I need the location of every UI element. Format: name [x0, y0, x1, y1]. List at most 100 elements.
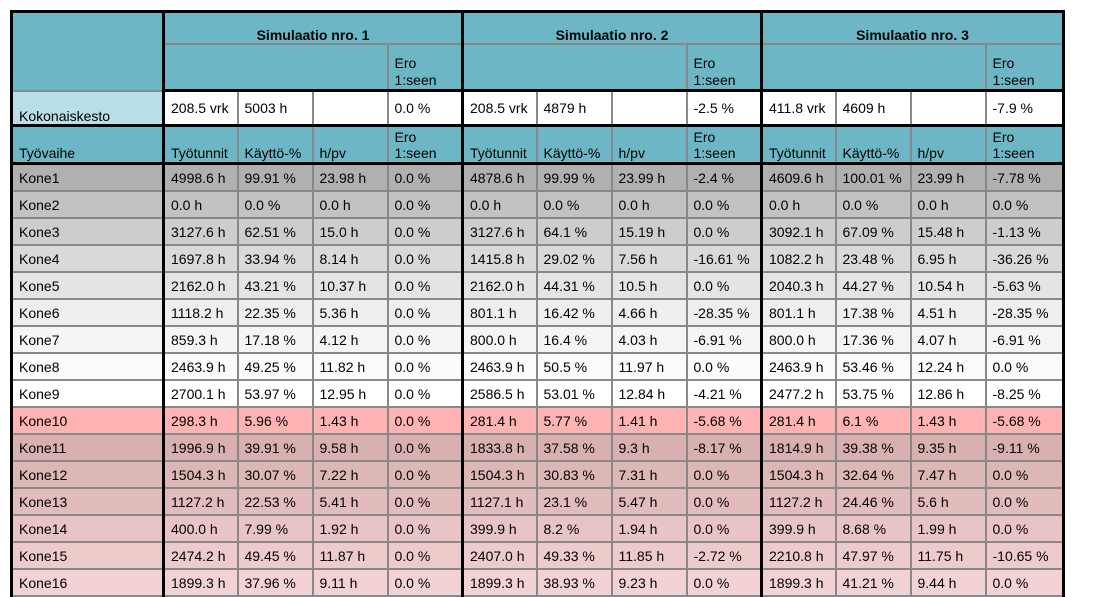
row-cell: 1814.9 h	[760, 433, 837, 462]
corner-cell	[10, 10, 165, 92]
row-cell: 39.38 %	[834, 433, 912, 462]
row-cell: -7.78 %	[984, 162, 1065, 192]
row-cell: 10.37 h	[311, 271, 389, 300]
total-value	[311, 89, 389, 127]
row-cell: 1899.3 h	[461, 568, 538, 597]
row-cell: 24.46 %	[834, 487, 912, 516]
row-cell: 53.46 %	[834, 352, 912, 381]
header-spacer	[162, 43, 389, 92]
row-cell: 62.51 %	[236, 217, 314, 246]
row-cell: 8.68 %	[834, 514, 912, 543]
ero-header: Ero 1:seen	[386, 43, 464, 92]
row-cell: 4.07 h	[909, 325, 987, 354]
row-cell: 0.0 %	[386, 162, 464, 192]
column-header: Käyttö-%	[834, 124, 912, 165]
row-cell: 1118.2 h	[162, 298, 239, 327]
row-cell: -16.61 %	[685, 244, 763, 273]
row-cell: 12.24 h	[909, 352, 987, 381]
table-row: Kone10 298.3 h 5.96 % 1.43 h 0.0 % 281.4 h 5.7…	[10, 406, 1065, 435]
row-cell: 0.0 %	[386, 379, 464, 408]
row-cell: 22.35 %	[236, 298, 314, 327]
row-cell: -28.35 %	[984, 298, 1065, 327]
row-label: Kone16	[10, 568, 165, 597]
row-cell: 16.4 %	[535, 325, 613, 354]
row-cell: 399.9 h	[461, 514, 538, 543]
row-cell: 5.41 h	[311, 487, 389, 516]
header-spacer	[760, 43, 987, 92]
row-cell: 5.36 h	[311, 298, 389, 327]
row-cell: 281.4 h	[760, 406, 837, 435]
column-header: Työtunnit	[760, 124, 837, 165]
row-cell: 801.1 h	[760, 298, 837, 327]
row-cell: 281.4 h	[461, 406, 538, 435]
row-cell: 50.5 %	[535, 352, 613, 381]
row-cell: 10.54 h	[909, 271, 987, 300]
row-cell: 2162.0 h	[461, 271, 538, 300]
row-cell: 11.87 h	[311, 541, 389, 570]
row-cell: 400.0 h	[162, 514, 239, 543]
total-value: 5003 h	[236, 89, 314, 127]
table-row: Kone14 400.0 h 7.99 % 1.92 h 0.0 % 399.9 h 8.2…	[10, 514, 1065, 543]
row-cell: 7.31 h	[610, 460, 688, 489]
row-cell: 2463.9 h	[760, 352, 837, 381]
row-cell: 0.0 %	[386, 352, 464, 381]
row-cell: 11.75 h	[909, 541, 987, 570]
row-cell: 0.0 %	[386, 568, 464, 597]
row-cell: 4998.6 h	[162, 162, 239, 192]
row-label: Kone10	[10, 406, 165, 435]
header-ero-row: Ero 1:seen Ero 1:seen Ero 1:seen	[12, 43, 1065, 92]
row-cell: 4609.6 h	[760, 162, 837, 192]
row-cell: 7.99 %	[236, 514, 314, 543]
row-cell: 23.99 h	[610, 162, 688, 192]
row-cell: 5.6 h	[909, 487, 987, 516]
simulation-title: Simulaatio nro. 1	[162, 10, 464, 45]
row-cell: 17.38 %	[834, 298, 912, 327]
simulation-comparison-table: Simulaatio nro. 1 Simulaatio nro. 2 Simula…	[10, 10, 1065, 597]
row-cell: 32.64 %	[834, 460, 912, 489]
row-label: Kone5	[10, 271, 165, 300]
row-cell: -9.11 %	[984, 433, 1065, 462]
row-cell: 5.47 h	[610, 487, 688, 516]
row-cell: 37.58 %	[535, 433, 613, 462]
table-row: Kone8 2463.9 h 49.25 % 11.82 h 0.0 % 2463.9 h…	[10, 352, 1065, 381]
row-cell: 99.91 %	[236, 162, 314, 192]
row-cell: 1.41 h	[610, 406, 688, 435]
row-cell: 7.56 h	[610, 244, 688, 273]
row-cell: 0.0 %	[685, 271, 763, 300]
row-cell: 3127.6 h	[162, 217, 239, 246]
row-cell: 0.0 %	[386, 190, 464, 219]
row-cell: 7.22 h	[311, 460, 389, 489]
row-cell: 1996.9 h	[162, 433, 239, 462]
column-header: Ero 1:seen	[984, 124, 1065, 165]
table-row: Kone5 2162.0 h 43.21 % 10.37 h 0.0 % 2162.0 h…	[10, 271, 1065, 300]
table-row: Kone9 2700.1 h 53.97 % 12.95 h 0.0 % 2586.5 h…	[10, 379, 1065, 408]
total-value: 4879 h	[535, 89, 613, 127]
row-cell: 5.77 %	[535, 406, 613, 435]
row-label: Kone2	[10, 190, 165, 219]
row-cell: 1082.2 h	[760, 244, 837, 273]
table-row: Kone13 1127.2 h 22.53 % 5.41 h 0.0 % 1127.1 h…	[10, 487, 1065, 516]
row-cell: 0.0 %	[685, 460, 763, 489]
column-header: Käyttö-%	[236, 124, 314, 165]
table-row: Kone7 859.3 h 17.18 % 4.12 h 0.0 % 800.0 h 16.…	[10, 325, 1065, 354]
row-cell: 1833.8 h	[461, 433, 538, 462]
row-cell: 1.43 h	[909, 406, 987, 435]
total-value	[909, 89, 987, 127]
row-cell: 0.0 %	[984, 352, 1065, 381]
row-cell: 801.1 h	[461, 298, 538, 327]
column-header: Käyttö-%	[535, 124, 613, 165]
row-cell: 1415.8 h	[461, 244, 538, 273]
column-header: Ero 1:seen	[386, 124, 464, 165]
row-cell: 1504.3 h	[760, 460, 837, 489]
row-cell: 49.33 %	[535, 541, 613, 570]
row-label: Kone4	[10, 244, 165, 273]
row-label: Kone13	[10, 487, 165, 516]
row-cell: 12.86 h	[909, 379, 987, 408]
row-cell: 859.3 h	[162, 325, 239, 354]
row-cell: 17.36 %	[834, 325, 912, 354]
row-cell: 0.0 h	[162, 190, 239, 219]
row-cell: 2162.0 h	[162, 271, 239, 300]
ero-label: Ero 1:seen	[992, 55, 1035, 88]
